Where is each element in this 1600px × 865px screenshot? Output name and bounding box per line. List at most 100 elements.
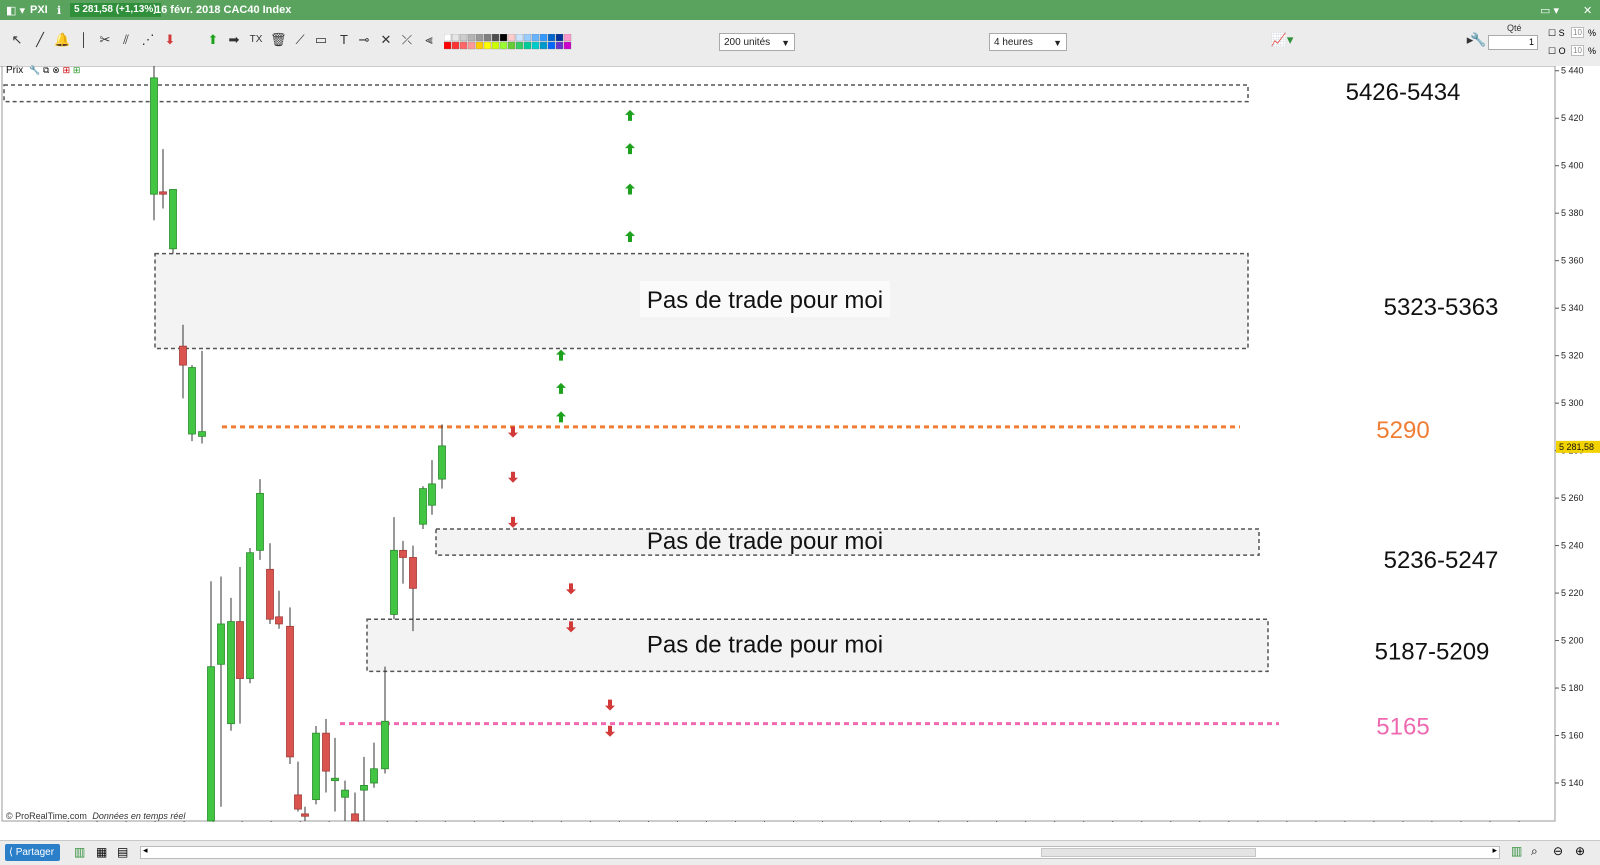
close-icon[interactable]: ✕ xyxy=(1583,5,1593,17)
zoom-in-icon[interactable]: ⊕ xyxy=(1575,844,1586,858)
palette-swatch[interactable] xyxy=(555,34,564,42)
palette-swatch[interactable] xyxy=(467,41,476,50)
wrench-icon[interactable]: 🔧 xyxy=(1470,32,1487,47)
palette-swatch[interactable] xyxy=(547,34,556,42)
arrow-down-marker xyxy=(605,725,615,737)
palette-swatch[interactable] xyxy=(459,41,468,50)
palette-swatch[interactable] xyxy=(444,41,452,50)
window-controls-icon[interactable]: ▭ ▾ xyxy=(1540,5,1559,17)
palette-swatch[interactable] xyxy=(515,41,524,50)
arrow-down-marker xyxy=(508,426,518,438)
o-percent-input[interactable]: 10 xyxy=(1571,45,1584,56)
symbol-label[interactable]: PXI xyxy=(30,4,48,16)
palette-swatch[interactable] xyxy=(491,34,500,42)
s-checkbox[interactable]: ☐ S xyxy=(1548,28,1565,38)
palette-swatch[interactable] xyxy=(451,34,460,42)
palette-swatch[interactable] xyxy=(451,41,460,50)
palette-swatch[interactable] xyxy=(483,34,492,42)
palette-swatch[interactable] xyxy=(483,41,492,50)
zone-range-label: 5323-5363 xyxy=(1384,294,1499,321)
line-tool-icon[interactable]: ╱ xyxy=(36,32,44,47)
cross-diagonal-icon[interactable]: ⤫ xyxy=(401,32,413,47)
horizontal-line-icon[interactable]: ⊸ xyxy=(358,32,370,47)
pitchfork-icon[interactable]: ⫷ xyxy=(425,32,433,47)
palette-swatch[interactable] xyxy=(563,34,572,42)
add-indicator-icon[interactable]: ⊞ xyxy=(62,65,71,75)
s-percent-input[interactable]: 10 xyxy=(1571,27,1584,38)
trash-icon[interactable]: 🗑 xyxy=(270,32,287,47)
vertical-line-icon[interactable]: │ xyxy=(79,32,89,47)
palette-swatch[interactable] xyxy=(539,41,548,50)
fibonacci-icon[interactable]: ⋰ xyxy=(141,32,155,47)
candle-body xyxy=(312,732,320,801)
chart-svg[interactable]: 5 440 5 420 5 400 5 380 5 360 5 340 5 320 5 300… xyxy=(0,65,1600,838)
palette-swatch[interactable] xyxy=(515,34,524,42)
scroll-right-icon[interactable]: ▸ xyxy=(1492,845,1497,855)
chart-type-icon[interactable]: ▥ xyxy=(1511,844,1523,858)
window-icon[interactable]: ⧉ xyxy=(43,65,50,75)
candles-icon[interactable]: ▥ xyxy=(74,845,86,859)
timeframe-select[interactable]: 4 heures ▼ xyxy=(989,33,1067,51)
palette-swatch[interactable] xyxy=(531,34,540,42)
arrow-up-marker xyxy=(556,349,566,361)
palette-swatch[interactable] xyxy=(467,34,476,42)
close-circle-icon[interactable]: ⊗ xyxy=(52,65,60,75)
candle-body xyxy=(370,768,378,784)
units-select[interactable]: 200 unités ▼ xyxy=(719,33,795,51)
save-icon[interactable]: ▤ xyxy=(117,845,129,859)
palette-swatch[interactable] xyxy=(531,41,540,50)
zoom-fit-icon[interactable]: ⌕ xyxy=(1531,844,1538,858)
rectangle-tool-icon[interactable]: ▭ xyxy=(314,32,328,47)
zone-range-label: 5187-5209 xyxy=(1375,638,1490,665)
palette-swatch[interactable] xyxy=(563,41,572,50)
palette-swatch[interactable] xyxy=(499,34,508,42)
segment-icon[interactable]: ⟋ xyxy=(295,32,305,47)
scroll-thumb[interactable] xyxy=(1041,848,1256,857)
palette-swatch[interactable] xyxy=(475,34,484,42)
arrow-down-tool-icon[interactable]: ⬇ xyxy=(164,32,176,47)
palette-swatch[interactable] xyxy=(459,34,468,42)
text-tool-icon[interactable]: TX xyxy=(249,34,263,45)
palette-swatch[interactable] xyxy=(507,34,516,42)
palette-swatch[interactable] xyxy=(475,41,484,50)
cross-icon[interactable]: ✕ xyxy=(380,32,392,47)
wrench-icon[interactable]: 🔧 xyxy=(29,65,41,75)
no-trade-zone xyxy=(366,618,1269,673)
qty-label: Qté xyxy=(1507,23,1522,33)
scroll-left-icon[interactable]: ◂ xyxy=(143,845,148,855)
zoom-out-icon[interactable]: ⊖ xyxy=(1553,844,1564,858)
info-icon[interactable]: ℹ xyxy=(57,5,62,17)
horizontal-scrollbar[interactable]: ◂ ▸ xyxy=(140,845,1500,859)
share-button[interactable]: ⟨ Partager xyxy=(5,844,61,861)
trend-channel-icon[interactable]: ⫽ xyxy=(123,32,129,47)
arrow-up-tool-icon[interactable]: ⬆ xyxy=(207,32,219,47)
palette-swatch[interactable] xyxy=(444,34,452,42)
tools-icon[interactable]: ✂ xyxy=(99,32,111,47)
alert-bell-icon[interactable]: 🔔 xyxy=(54,32,71,47)
window-icon[interactable]: ◧ ▾ xyxy=(6,5,25,17)
o-checkbox[interactable]: ☐ O xyxy=(1548,46,1566,56)
price-chart[interactable]: 5 440 5 420 5 400 5 380 5 360 5 340 5 320 5 300… xyxy=(0,65,1600,838)
palette-swatch[interactable] xyxy=(507,41,516,50)
layout-icon[interactable]: ▦ xyxy=(96,845,108,859)
y-tick-label: 5 240 xyxy=(1561,541,1584,551)
palette-swatch[interactable] xyxy=(499,41,508,50)
color-palette[interactable] xyxy=(444,34,572,52)
indicators-icon[interactable]: 📈▾ xyxy=(1270,32,1294,47)
arrow-right-tool-icon[interactable]: ➡ xyxy=(228,32,240,47)
palette-swatch[interactable] xyxy=(491,41,500,50)
candle-body xyxy=(322,732,330,772)
text-box-icon[interactable]: T xyxy=(340,32,348,47)
chart-header: Prix 🔧 ⧉ ⊗ ⊞ ⊞ xyxy=(6,65,80,76)
palette-swatch[interactable] xyxy=(539,34,548,42)
cursor-icon[interactable]: ↖ xyxy=(11,32,23,47)
panel-arrow-icon[interactable]: ▸ xyxy=(1466,32,1474,47)
palette-swatch[interactable] xyxy=(523,41,532,50)
add-panel-icon[interactable]: ⊞ xyxy=(72,65,81,75)
no-trade-zone xyxy=(435,528,1260,556)
qty-input[interactable]: 1 xyxy=(1488,35,1538,50)
palette-swatch[interactable] xyxy=(547,41,556,50)
palette-swatch[interactable] xyxy=(555,41,564,50)
chevron-down-icon: ▼ xyxy=(781,38,790,48)
palette-swatch[interactable] xyxy=(523,34,532,42)
